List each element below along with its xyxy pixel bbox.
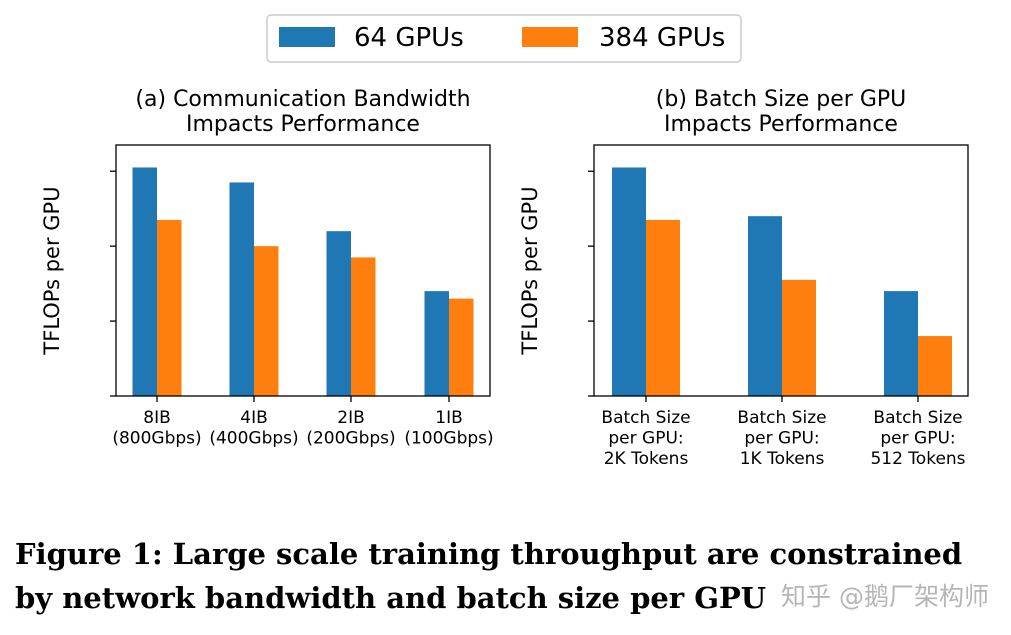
- bar-a-s1-c2: [351, 257, 376, 396]
- legend-label-384-gpus: 384 GPUs: [599, 23, 725, 53]
- y-axis-label-a: TFLOPs per GPU: [40, 186, 64, 355]
- legend-frame: [266, 14, 742, 63]
- legend-swatch-64-gpus: [279, 27, 335, 47]
- legend: 64 GPUs 384 GPUs: [266, 14, 742, 63]
- bar-a-s0-c1: [229, 182, 254, 396]
- plot-frame-a: [115, 144, 491, 397]
- x-tick-label-b-1: Batch Size per GPU: 1K Tokens: [737, 408, 826, 469]
- figure-caption: Figure 1: Large scale training throughpu…: [15, 537, 963, 615]
- bar-a-s1-c1: [254, 246, 279, 396]
- bar-a-s0-c2: [326, 231, 351, 396]
- bar-b-s0-c2: [884, 291, 918, 396]
- chart-title-a: (a) Communication Bandwidth Impacts Perfo…: [135, 87, 470, 137]
- chart-title-b: (b) Batch Size per GPU Impacts Performanc…: [656, 87, 906, 137]
- chart-panel-a: (a) Communication Bandwidth Impacts Perfo…: [40, 87, 494, 449]
- x-tick-label-b-2: Batch Size per GPU: 512 Tokens: [870, 408, 965, 469]
- bar-a-s1-c0: [157, 219, 182, 396]
- x-tick-label-a-1: 4IB (400Gbps): [209, 408, 298, 449]
- plot-frame-b: [593, 144, 969, 397]
- chart-panel-b: (b) Batch Size per GPU Impacts Performanc…: [518, 87, 969, 469]
- legend-label-64-gpus: 64 GPUs: [354, 23, 464, 53]
- bar-b-s0-c0: [612, 167, 646, 396]
- bar-b-s0-c1: [748, 216, 782, 396]
- bar-a-s0-c0: [132, 167, 157, 396]
- bar-a-s0-c3: [424, 291, 449, 396]
- x-tick-label-a-2: 2IB (200Gbps): [306, 408, 395, 449]
- bar-b-s1-c2: [918, 336, 952, 396]
- bar-b-s1-c1: [782, 279, 816, 396]
- legend-swatch-384-gpus: [522, 27, 578, 47]
- x-tick-label-a-0: 8IB (800Gbps): [112, 408, 201, 449]
- y-axis-label-b: TFLOPs per GPU: [518, 186, 542, 355]
- x-tick-label-b-0: Batch Size per GPU: 2K Tokens: [601, 408, 690, 469]
- x-tick-label-a-3: 1IB (100Gbps): [404, 408, 493, 449]
- bar-a-s1-c3: [449, 298, 474, 396]
- bar-b-s1-c0: [646, 219, 680, 396]
- watermark: 知乎 @鹅厂架构师: [781, 582, 989, 611]
